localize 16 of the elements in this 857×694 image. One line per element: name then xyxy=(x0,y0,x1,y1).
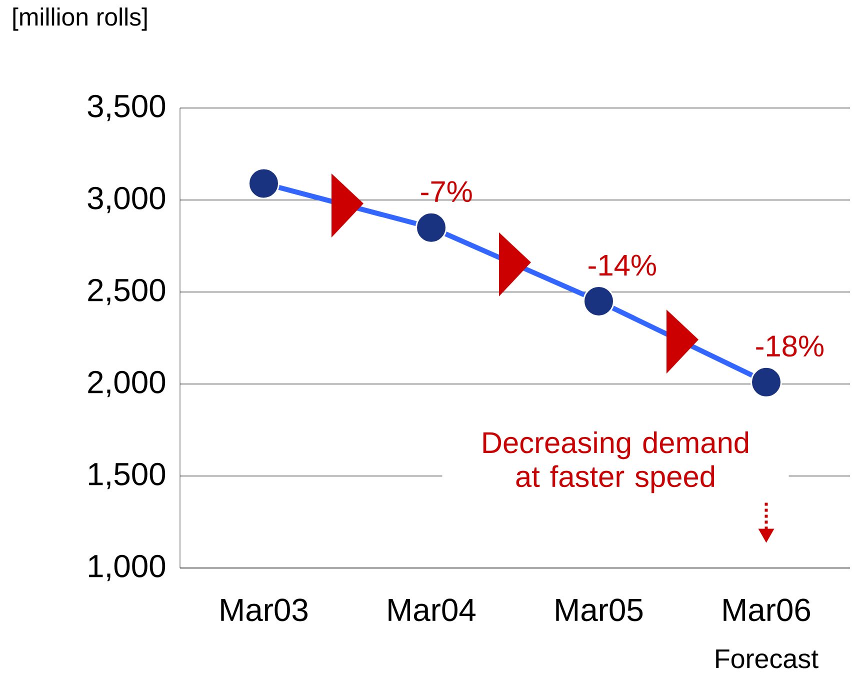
annotation: -14% xyxy=(588,254,656,276)
y-tick-label: 1,000 xyxy=(88,554,166,582)
text: Forecast xyxy=(716,650,818,668)
x-tick-label: Mar04 xyxy=(388,598,476,622)
y-tick-label: 3,500 xyxy=(88,94,166,122)
annotation: -18% xyxy=(756,335,824,357)
y-tick-label: 2,000 xyxy=(88,370,166,398)
y-tick-label: 1,500 xyxy=(88,462,166,490)
x-tick-label: Mar05 xyxy=(556,598,643,622)
x-tick-label: Mar06 xyxy=(724,598,810,622)
annotation: -7% xyxy=(421,181,472,202)
y-tick-label: 2,500 xyxy=(88,278,166,306)
annotation: Decreasing demand at faster speed xyxy=(483,431,748,494)
y-axis-title: [million rolls] xyxy=(13,8,147,31)
x-tick-label: Mar03 xyxy=(221,598,308,622)
y-tick-label: 3,000 xyxy=(88,186,166,214)
